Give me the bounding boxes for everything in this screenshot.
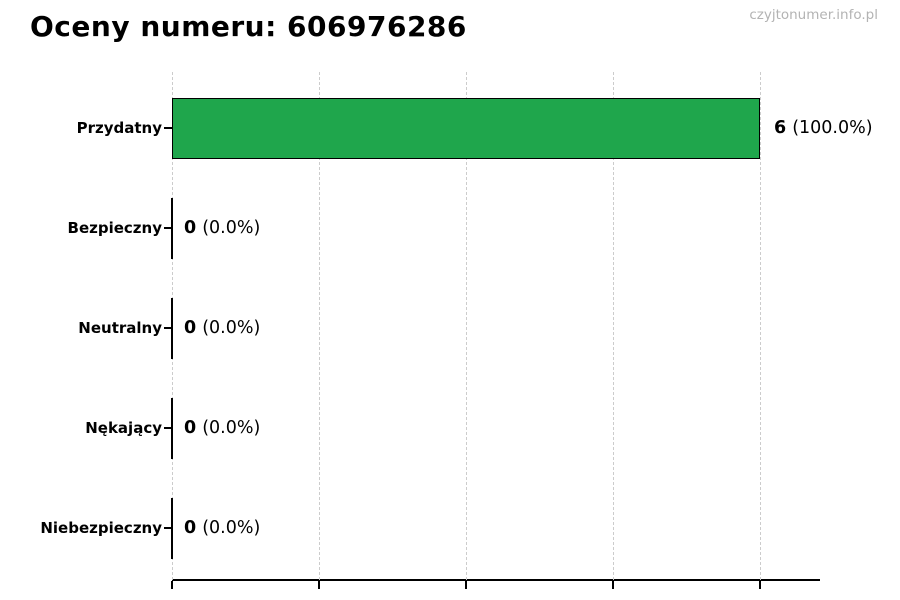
category-label-przydatny: Przydatny [76,119,162,137]
x-gridline [612,72,614,580]
value-label-neutralny: 0 (0.0%) [184,318,260,338]
x-axis-tick [759,581,761,589]
bar-przydatny [172,97,760,159]
value-number: 0 [184,518,197,538]
x-axis-tick [318,581,320,589]
x-gridline [318,72,320,580]
x-gridline [759,72,761,580]
x-axis-tick [171,581,173,589]
value-number: 0 [184,418,197,438]
x-axis-line [172,579,820,581]
zero-value-bar-neutralny [171,297,173,359]
value-percent: (0.0%) [202,518,261,538]
zero-value-bar-niebezpieczny [171,497,173,559]
zero-value-bar-nękający [171,397,173,459]
category-label-neutralny: Neutralny [78,319,162,337]
x-axis-tick [612,581,614,589]
value-label-bezpieczny: 0 (0.0%) [184,218,260,238]
zero-value-bar-bezpieczny [171,197,173,259]
y-axis-tick [164,427,172,429]
x-axis-tick [465,581,467,589]
category-label-nękający: Nękający [85,419,162,437]
y-axis-tick [164,327,172,329]
value-percent: (0.0%) [202,418,261,438]
value-label-niebezpieczny: 0 (0.0%) [184,518,260,538]
value-number: 0 [184,218,197,238]
chart-title: Oceny numeru: 606976286 [30,10,467,43]
watermark-text: czyjtonumer.info.pl [749,7,878,23]
value-percent: (0.0%) [202,218,261,238]
value-label-przydatny: 6 (100.0%) [774,118,873,138]
y-axis-tick [164,227,172,229]
category-label-niebezpieczny: Niebezpieczny [40,519,162,537]
value-label-nękający: 0 (0.0%) [184,418,260,438]
value-number: 6 [774,118,787,138]
category-label-bezpieczny: Bezpieczny [67,219,162,237]
plot-area: Przydatny 6 (100.0%) Bezpieczny 0 (0.0%) Neutr… [40,72,873,589]
y-axis-tick [164,127,172,129]
value-percent: (100.0%) [792,118,873,138]
y-axis-tick [164,527,172,529]
value-percent: (0.0%) [202,318,261,338]
value-number: 0 [184,318,197,338]
x-gridline [465,72,467,580]
